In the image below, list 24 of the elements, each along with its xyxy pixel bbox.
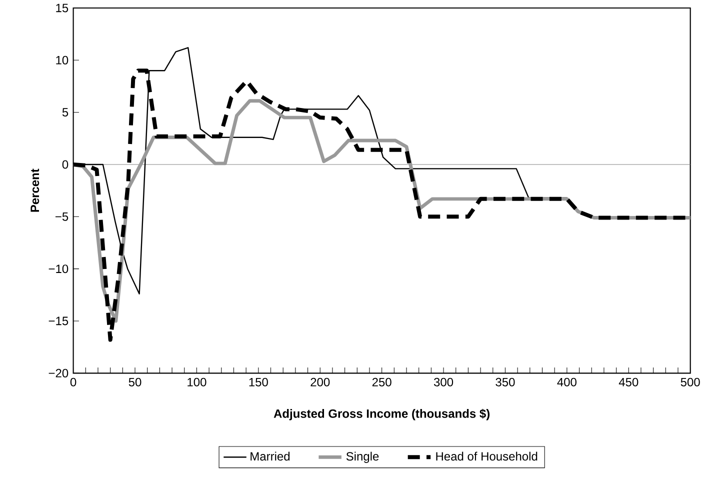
y-tick-label: 0 (62, 160, 68, 169)
y-tick-label: 15 (56, 4, 68, 12)
x-tick-label: 300 (434, 378, 454, 386)
x-tick-label: 100 (188, 378, 206, 386)
y-tick-label: −15 (48, 316, 68, 325)
y-tick-label: −20 (48, 368, 68, 378)
x-tick-label: 0 (70, 378, 76, 386)
x-tick-label: 150 (249, 378, 268, 386)
legend-label: Head of Household (436, 452, 538, 460)
legend-label: Single (346, 452, 379, 463)
y-axis-title: Percent (30, 168, 40, 212)
y-tick-label: 10 (56, 56, 68, 64)
x-tick-label: 200 (310, 378, 330, 386)
y-tick-label: −5 (56, 212, 68, 221)
x-tick-label: 250 (372, 378, 392, 386)
y-tick-label: −10 (48, 264, 68, 273)
x-tick-label: 500 (680, 378, 700, 386)
y-tick-label: 5 (62, 108, 68, 116)
x-axis-title: Adjusted Gross Income (thousands $) (274, 408, 490, 420)
x-tick-label: 350 (496, 378, 515, 386)
legend-label: Married (250, 452, 290, 460)
x-tick-label: 50 (128, 378, 142, 386)
x-tick-label: 400 (557, 378, 576, 386)
x-tick-label: 450 (618, 378, 638, 386)
